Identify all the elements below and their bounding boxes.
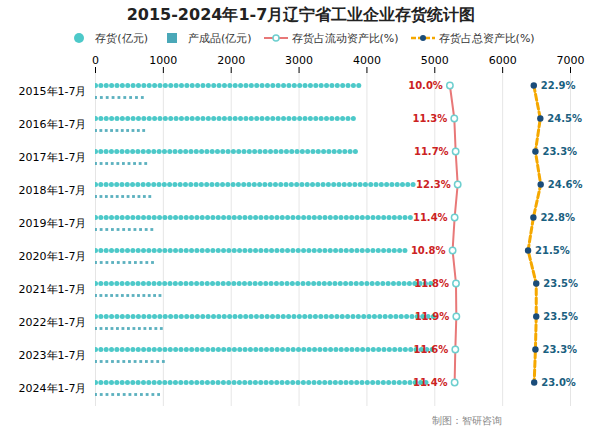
- svg-text:2019年1-7月: 2019年1-7月: [19, 217, 87, 230]
- svg-text:23.5%: 23.5%: [543, 278, 578, 289]
- svg-text:4000: 4000: [353, 54, 381, 67]
- html-text:存货(亿元): 存货(亿元): [95, 31, 148, 45]
- svg-text:7000: 7000: [557, 54, 585, 67]
- html-text:制图：智研咨询: 制图：智研咨询: [432, 415, 502, 426]
- svg-text:2023年1-7月: 2023年1-7月: [19, 349, 87, 362]
- html-text:存货占总资产比(%): 存货占总资产比(%): [438, 31, 535, 45]
- svg-text:10.0%: 10.0%: [408, 80, 443, 91]
- svg-text:23.3%: 23.3%: [542, 344, 577, 355]
- svg-text:23.0%: 23.0%: [541, 377, 576, 388]
- svg-text:23.3%: 23.3%: [542, 146, 577, 157]
- svg-text:0: 0: [92, 54, 99, 67]
- svg-text:2017年1-7月: 2017年1-7月: [19, 151, 87, 164]
- svg-text:11.6%: 11.6%: [414, 344, 449, 355]
- svg-text:1000: 1000: [149, 54, 177, 67]
- svg-text:24.6%: 24.6%: [548, 179, 583, 190]
- svg-text:21.5%: 21.5%: [535, 245, 570, 256]
- svg-text:2022年1-7月: 2022年1-7月: [19, 316, 87, 329]
- svg-text:11.8%: 11.8%: [414, 278, 449, 289]
- svg-text:2018年1-7月: 2018年1-7月: [19, 184, 87, 197]
- svg-text:2024年1-7月: 2024年1-7月: [19, 382, 87, 395]
- svg-text:5000: 5000: [421, 54, 449, 67]
- html-text:存货占流动资产比(%): 存货占流动资产比(%): [291, 31, 399, 45]
- svg-text:2021年1-7月: 2021年1-7月: [19, 283, 87, 296]
- svg-text:10.8%: 10.8%: [411, 245, 446, 256]
- svg-text:11.7%: 11.7%: [414, 146, 449, 157]
- svg-text:11.3%: 11.3%: [413, 113, 448, 124]
- html-text:2015-2024年1-7月辽宁省工业企业存货统计图: 2015-2024年1-7月辽宁省工业企业存货统计图: [126, 5, 476, 24]
- html-text:产成品(亿元): 产成品(亿元): [188, 31, 252, 45]
- svg-text:11.4%: 11.4%: [413, 377, 448, 388]
- svg-text:11.9%: 11.9%: [415, 311, 450, 322]
- svg-text:23.5%: 23.5%: [543, 311, 578, 322]
- svg-text:2000: 2000: [217, 54, 245, 67]
- svg-text:6000: 6000: [489, 54, 517, 67]
- svg-text:12.3%: 12.3%: [416, 179, 451, 190]
- svg-text:2020年1-7月: 2020年1-7月: [19, 250, 87, 263]
- svg-text:22.8%: 22.8%: [540, 212, 575, 223]
- svg-text:24.5%: 24.5%: [547, 113, 582, 124]
- svg-text:2015年1-7月: 2015年1-7月: [19, 85, 87, 98]
- svg-text:2016年1-7月: 2016年1-7月: [19, 118, 87, 131]
- svg-text:11.4%: 11.4%: [413, 212, 448, 223]
- svg-text:3000: 3000: [285, 54, 313, 67]
- svg-text:22.9%: 22.9%: [541, 80, 576, 91]
